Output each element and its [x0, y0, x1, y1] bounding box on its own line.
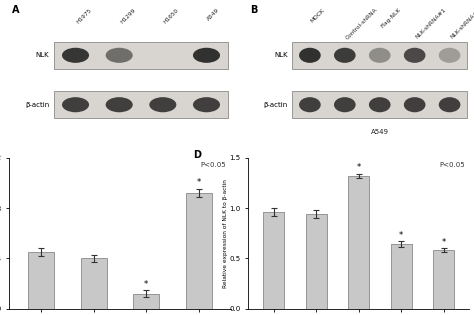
- Text: H1975: H1975: [75, 7, 93, 25]
- Ellipse shape: [369, 97, 391, 112]
- Text: P<0.05: P<0.05: [201, 162, 226, 168]
- Text: H1299: H1299: [119, 7, 137, 25]
- Bar: [292, 91, 467, 118]
- Text: β-actin: β-actin: [264, 102, 288, 108]
- Ellipse shape: [299, 48, 321, 63]
- Bar: [54, 42, 228, 69]
- Ellipse shape: [404, 48, 426, 63]
- Text: NLK: NLK: [36, 52, 49, 58]
- Ellipse shape: [369, 48, 391, 63]
- Ellipse shape: [299, 97, 321, 112]
- Text: *: *: [356, 163, 361, 172]
- Ellipse shape: [106, 48, 133, 63]
- Ellipse shape: [149, 97, 176, 112]
- Bar: [292, 42, 467, 69]
- Ellipse shape: [62, 97, 89, 112]
- Ellipse shape: [439, 97, 460, 112]
- Bar: [54, 91, 228, 118]
- Text: NLK-shRNA#2: NLK-shRNA#2: [449, 7, 474, 40]
- Bar: [391, 244, 412, 309]
- Ellipse shape: [334, 48, 356, 63]
- Text: NLK-shRNA#1: NLK-shRNA#1: [415, 7, 447, 40]
- Text: *: *: [442, 238, 446, 247]
- Bar: [306, 214, 327, 309]
- Ellipse shape: [62, 48, 89, 63]
- Text: *: *: [399, 231, 403, 240]
- Bar: [81, 258, 107, 309]
- Bar: [133, 294, 159, 309]
- Text: B: B: [250, 4, 258, 14]
- Text: β-actin: β-actin: [25, 102, 49, 108]
- Ellipse shape: [193, 97, 220, 112]
- Text: A549: A549: [371, 129, 389, 135]
- Text: *: *: [197, 178, 201, 187]
- Text: MOCK: MOCK: [310, 7, 326, 23]
- Ellipse shape: [193, 48, 220, 63]
- Bar: [186, 193, 212, 309]
- Bar: [433, 250, 455, 309]
- Text: *: *: [144, 280, 148, 289]
- Text: H1650: H1650: [163, 7, 180, 25]
- Bar: [28, 252, 54, 309]
- Text: D: D: [193, 150, 201, 160]
- Text: Control-shRNA: Control-shRNA: [345, 7, 378, 41]
- Bar: [263, 212, 284, 309]
- Bar: [348, 176, 369, 309]
- Ellipse shape: [439, 48, 460, 63]
- Text: Flag-NLK: Flag-NLK: [380, 7, 402, 29]
- Text: A549: A549: [207, 7, 221, 22]
- Ellipse shape: [106, 97, 133, 112]
- Text: P<0.05: P<0.05: [439, 162, 465, 168]
- Text: A: A: [12, 4, 19, 14]
- Y-axis label: Relative expression of NLK to β-actin: Relative expression of NLK to β-actin: [223, 179, 228, 288]
- Ellipse shape: [334, 97, 356, 112]
- Ellipse shape: [404, 97, 426, 112]
- Text: NLK: NLK: [274, 52, 288, 58]
